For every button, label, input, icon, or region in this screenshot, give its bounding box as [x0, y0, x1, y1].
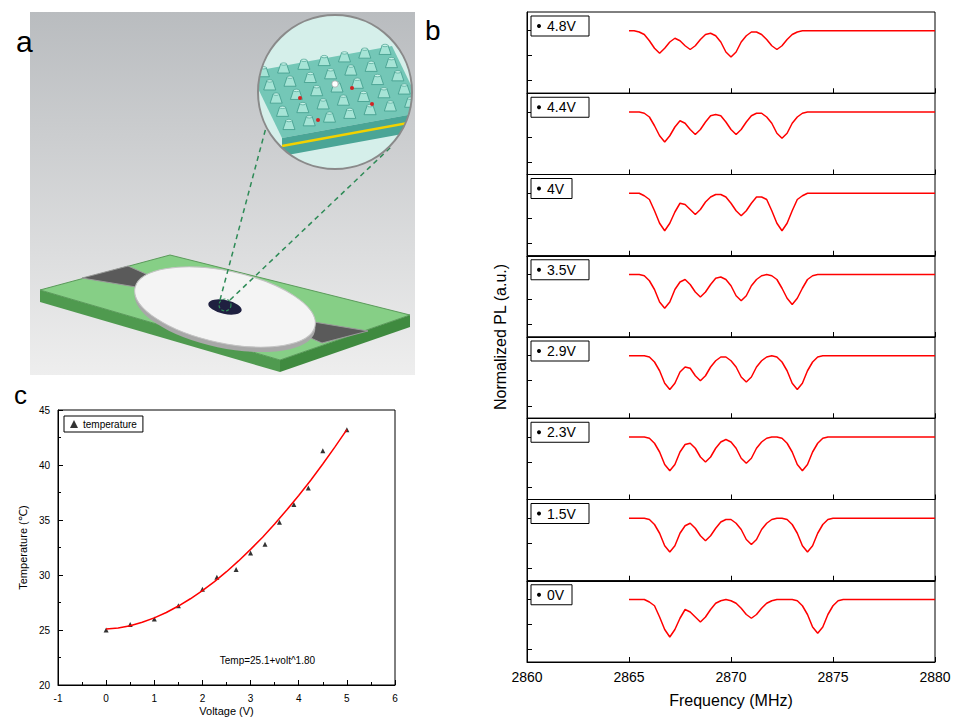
svg-text:Frequency (MHz): Frequency (MHz) — [669, 692, 793, 709]
svg-text:4.8V: 4.8V — [547, 18, 576, 34]
svg-text:4V: 4V — [547, 181, 565, 197]
svg-text:-1: -1 — [54, 693, 63, 704]
svg-text:0V: 0V — [547, 587, 565, 603]
svg-text:2880: 2880 — [919, 669, 950, 685]
svg-text:c: c — [14, 380, 27, 410]
svg-text:a: a — [16, 25, 33, 58]
svg-text:3: 3 — [248, 693, 254, 704]
svg-text:0: 0 — [103, 693, 109, 704]
svg-text:2.3V: 2.3V — [547, 424, 576, 440]
svg-text:25: 25 — [39, 625, 51, 636]
svg-text:2860: 2860 — [511, 669, 542, 685]
svg-text:Temperature (℃): Temperature (℃) — [17, 505, 29, 590]
svg-text:20: 20 — [39, 680, 51, 691]
svg-text:1: 1 — [152, 693, 158, 704]
svg-text:45: 45 — [39, 405, 51, 416]
svg-text:2870: 2870 — [715, 669, 746, 685]
svg-text:Normalized PL (a.u.): Normalized PL (a.u.) — [492, 264, 509, 410]
svg-text:30: 30 — [39, 570, 51, 581]
svg-text:35: 35 — [39, 515, 51, 526]
svg-text:2.9V: 2.9V — [547, 343, 576, 359]
svg-text:2875: 2875 — [817, 669, 848, 685]
svg-text:2: 2 — [200, 693, 206, 704]
svg-text:3.5V: 3.5V — [547, 262, 576, 278]
svg-text:temperature: temperature — [83, 419, 137, 430]
svg-text:6: 6 — [392, 693, 398, 704]
svg-text:b: b — [425, 15, 441, 46]
svg-text:1.5V: 1.5V — [547, 506, 576, 522]
svg-text:2865: 2865 — [613, 669, 644, 685]
svg-text:4: 4 — [296, 693, 302, 704]
svg-text:40: 40 — [39, 460, 51, 471]
svg-text:5: 5 — [344, 693, 350, 704]
svg-text:4.4V: 4.4V — [547, 99, 576, 115]
svg-text:Temp=25.1+volt^1.80: Temp=25.1+volt^1.80 — [220, 655, 316, 666]
svg-text:Voltage (V): Voltage (V) — [199, 705, 253, 717]
